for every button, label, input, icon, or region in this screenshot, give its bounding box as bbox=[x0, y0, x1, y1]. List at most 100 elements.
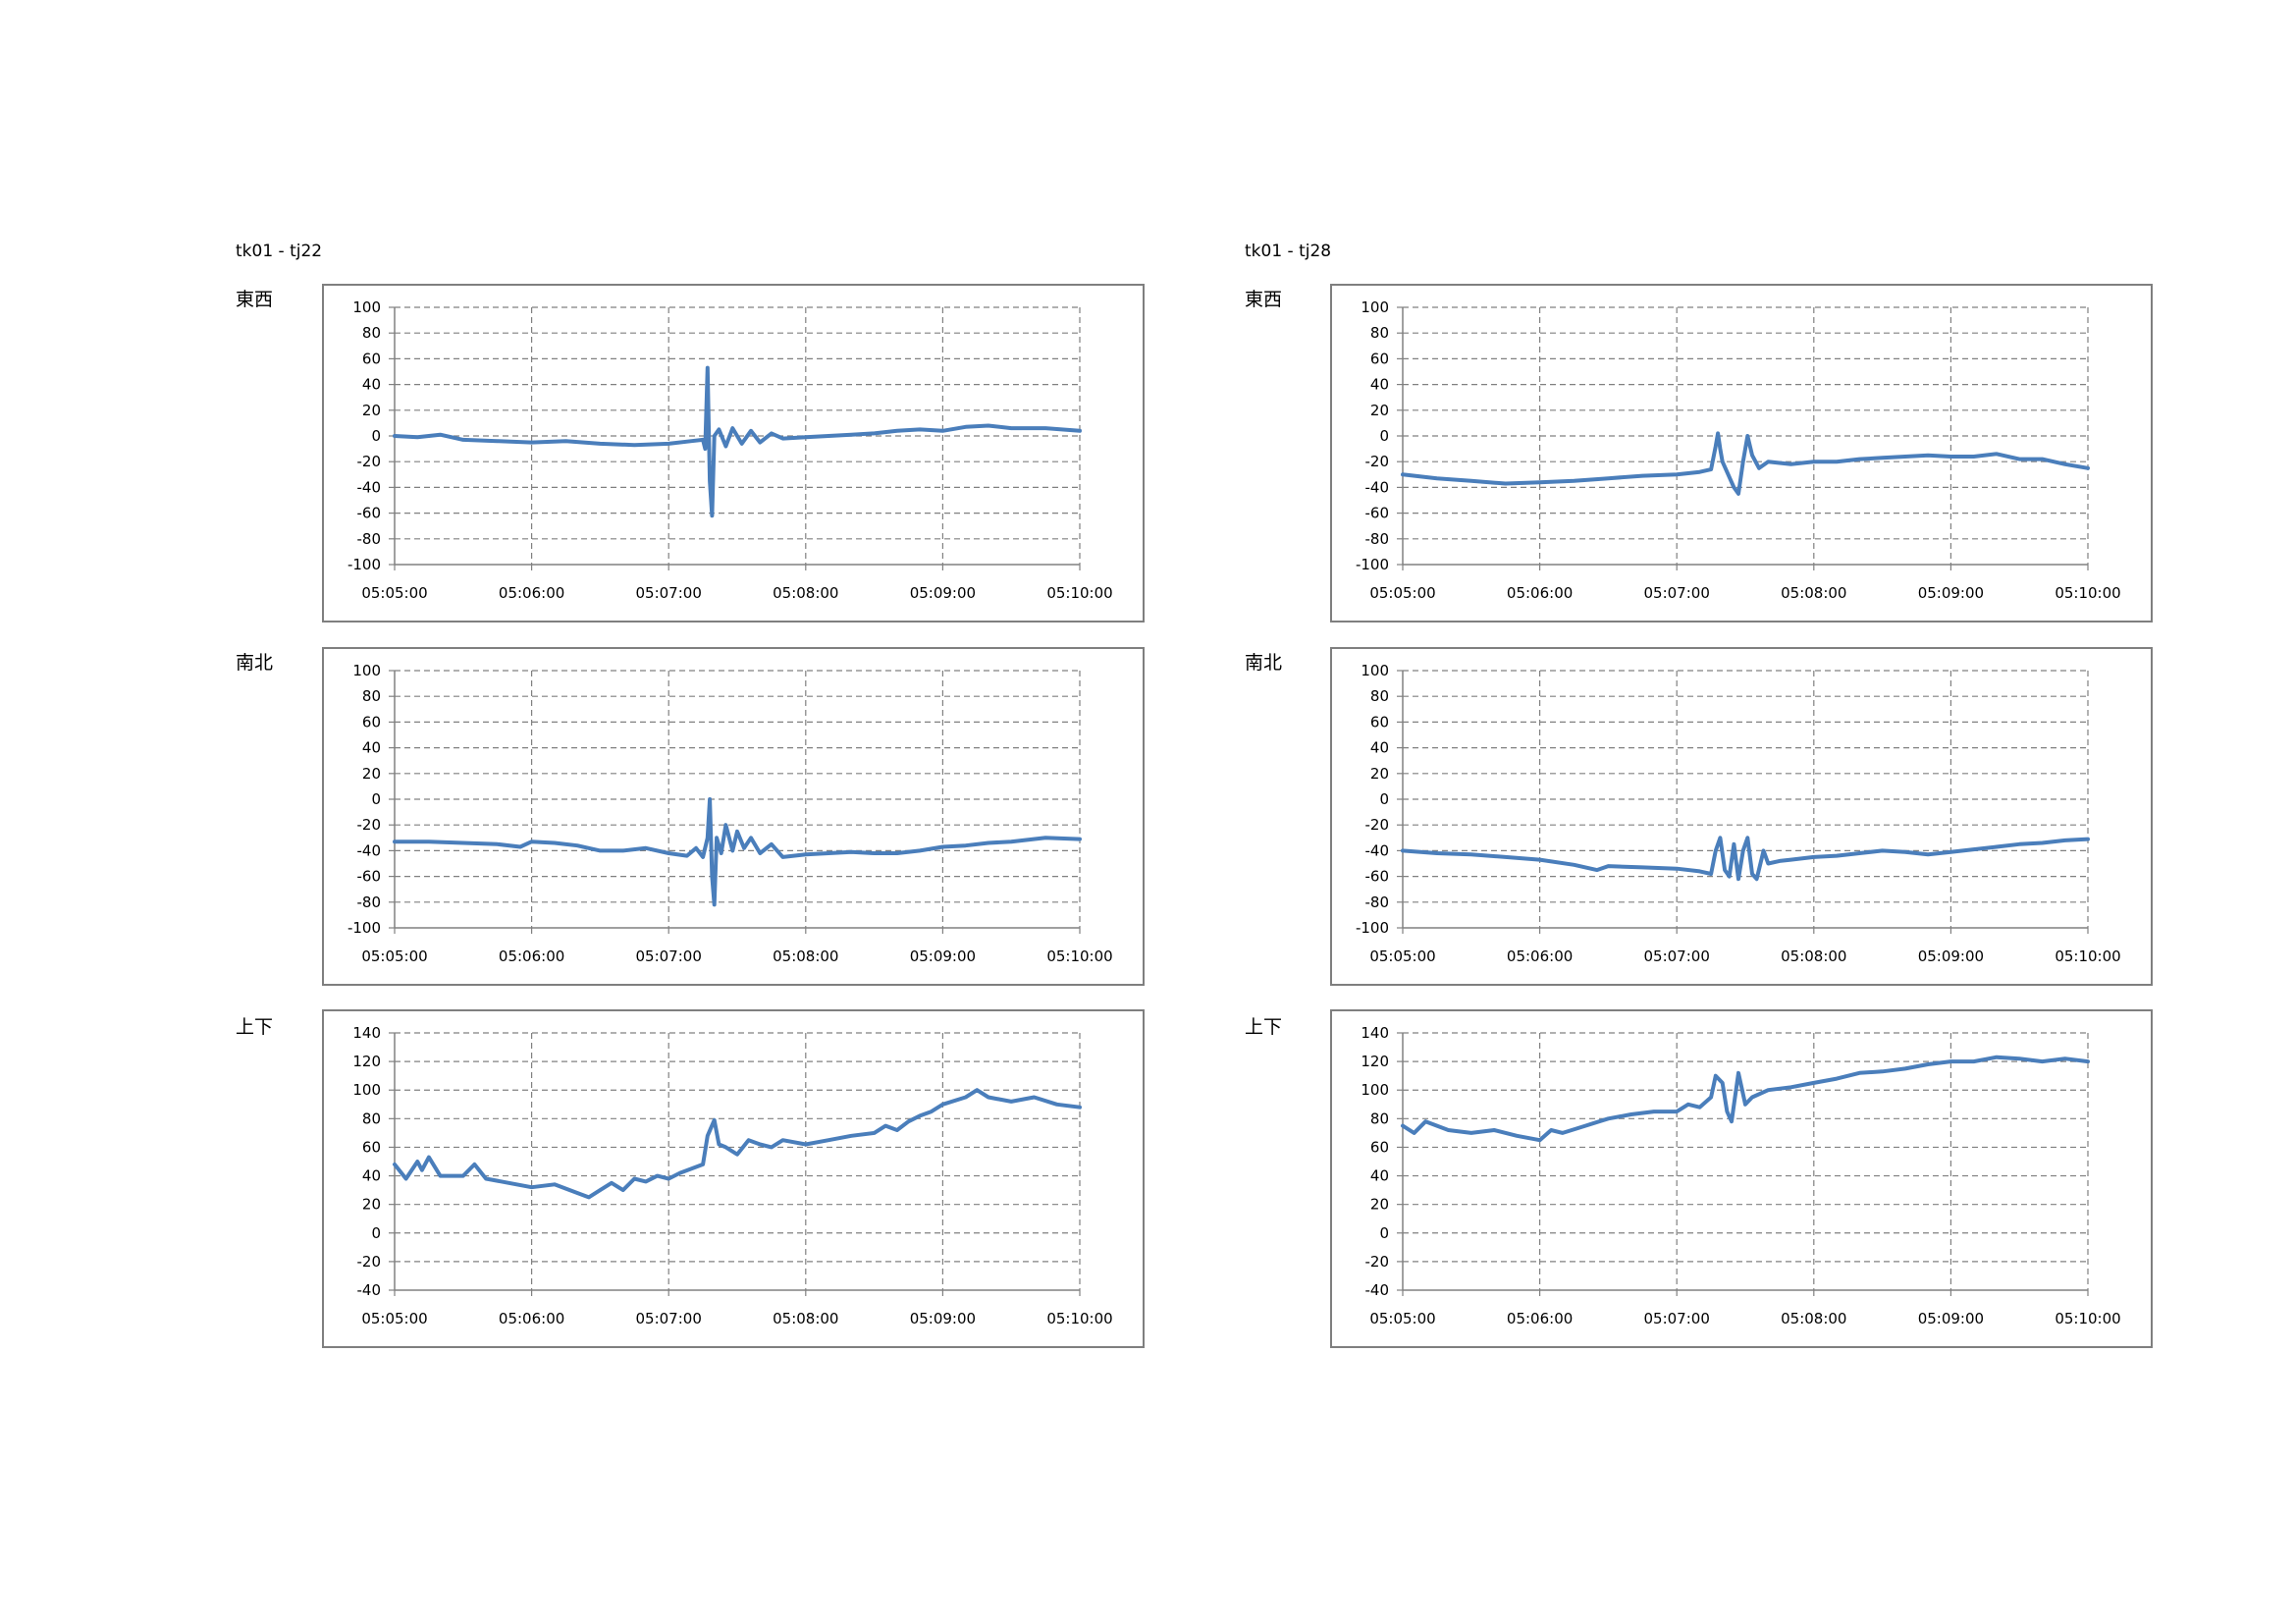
x-tick-label: 05:08:00 bbox=[1781, 947, 1846, 965]
x-tick-label: 05:06:00 bbox=[499, 1310, 564, 1327]
y-tick-label: 60 bbox=[362, 350, 381, 367]
x-tick-label: 05:06:00 bbox=[499, 947, 564, 965]
x-tick-label: 05:06:00 bbox=[1507, 584, 1573, 602]
y-tick-label: -20 bbox=[1365, 453, 1390, 470]
group-title-left: tk01 - tj22 bbox=[236, 242, 323, 261]
series-line bbox=[393, 1088, 1082, 1200]
y-tick-label: 80 bbox=[1370, 687, 1389, 705]
chart-ns-tj28: -100 -80 -60 -40 -20 0 20 40 60 80 100 05:05:00 05:0… bbox=[1330, 647, 2153, 986]
y-tick-label: 20 bbox=[1370, 402, 1389, 419]
y-tick-label: 80 bbox=[362, 324, 381, 342]
y-tick-label: 120 bbox=[1361, 1053, 1389, 1070]
x-tick-label: 05:08:00 bbox=[773, 947, 838, 965]
x-tick-label: 05:10:00 bbox=[1046, 584, 1112, 602]
x-tick-label: 05:09:00 bbox=[910, 1310, 976, 1327]
x-tick-label: 05:05:00 bbox=[361, 947, 427, 965]
x-tick-label: 05:08:00 bbox=[1781, 1310, 1846, 1327]
y-tick-label: 0 bbox=[371, 427, 381, 445]
chart-ew-tj28: -100 -80 -60 -40 -20 0 20 40 60 80 100 05:05:00 05:0… bbox=[1330, 284, 2153, 623]
chart-svg: -100 -80 -60 -40 -20 0 20 40 60 80 100 05:05:00 05:0… bbox=[347, 662, 1113, 965]
series-line bbox=[1401, 1055, 2090, 1143]
y-tick-label: 60 bbox=[1370, 350, 1389, 367]
y-tick-label: 0 bbox=[1379, 790, 1389, 808]
y-tick-label: 20 bbox=[1370, 765, 1389, 783]
y-tick-label: 0 bbox=[371, 1224, 381, 1242]
x-tick-label: 05:07:00 bbox=[1644, 1310, 1710, 1327]
chart-ns-tj22: -100 -80 -60 -40 -20 0 20 40 60 80 100 05:05:00 05:0… bbox=[322, 647, 1145, 986]
y-tick-label: -100 bbox=[347, 919, 381, 937]
series-line bbox=[1401, 836, 2090, 882]
y-tick-label: 80 bbox=[362, 1110, 381, 1127]
series-line bbox=[393, 365, 1082, 518]
y-tick-label: -40 bbox=[1365, 478, 1390, 496]
y-tick-label: -40 bbox=[357, 478, 382, 496]
y-tick-label: 40 bbox=[1370, 739, 1389, 757]
component-label-ew-right: 東西 bbox=[1245, 289, 1283, 310]
y-tick-label: 40 bbox=[362, 739, 381, 757]
chart-svg: -100 -80 -60 -40 -20 0 20 40 60 80 100 05:05:00 05:0… bbox=[1356, 662, 2121, 965]
chart-svg: -100 -80 -60 -40 -20 0 20 40 60 80 100 05:05:00 05:0… bbox=[347, 298, 1113, 602]
x-tick-label: 05:07:00 bbox=[1644, 947, 1710, 965]
y-tick-label: 80 bbox=[362, 687, 381, 705]
x-tick-label: 05:07:00 bbox=[1644, 584, 1710, 602]
y-tick-label: -80 bbox=[357, 530, 382, 548]
x-tick-label: 05:09:00 bbox=[1918, 947, 1984, 965]
x-tick-label: 05:07:00 bbox=[636, 1310, 702, 1327]
y-tick-label: 100 bbox=[1361, 662, 1389, 679]
y-tick-label: 60 bbox=[1370, 713, 1389, 731]
y-tick-label: -20 bbox=[1365, 816, 1390, 834]
y-tick-label: -100 bbox=[347, 556, 381, 573]
y-tick-label: 100 bbox=[352, 1081, 381, 1099]
x-tick-label: 05:09:00 bbox=[910, 584, 976, 602]
x-tick-label: 05:05:00 bbox=[361, 584, 427, 602]
x-tick-label: 05:08:00 bbox=[773, 584, 838, 602]
y-tick-label: -100 bbox=[1356, 556, 1389, 573]
y-tick-label: -20 bbox=[357, 1253, 382, 1271]
y-tick-label: 40 bbox=[362, 1167, 381, 1185]
x-tick-label: 05:07:00 bbox=[636, 947, 702, 965]
y-tick-label: 20 bbox=[362, 402, 381, 419]
y-tick-label: 20 bbox=[362, 1196, 381, 1214]
y-tick-label: -60 bbox=[357, 505, 382, 522]
group-title-right: tk01 - tj28 bbox=[1245, 242, 1332, 261]
y-tick-label: -20 bbox=[357, 816, 382, 834]
y-tick-label: -40 bbox=[1365, 1281, 1390, 1299]
x-tick-label: 05:10:00 bbox=[2055, 1310, 2120, 1327]
y-tick-label: -60 bbox=[1365, 505, 1390, 522]
component-label-ns-right: 南北 bbox=[1245, 652, 1283, 674]
x-tick-label: 05:06:00 bbox=[499, 584, 564, 602]
y-tick-label: -80 bbox=[357, 893, 382, 911]
y-tick-label: 0 bbox=[1379, 1224, 1389, 1242]
x-tick-label: 05:08:00 bbox=[773, 1310, 838, 1327]
chart-svg: -40 -20 0 20 40 60 80 100 120 140 05:05:00 05:06:00… bbox=[1361, 1024, 2120, 1327]
x-tick-label: 05:10:00 bbox=[2055, 947, 2120, 965]
y-tick-label: 60 bbox=[1370, 1138, 1389, 1156]
series-line bbox=[393, 797, 1082, 907]
component-label-ud-right: 上下 bbox=[1245, 1016, 1283, 1038]
x-tick-label: 05:06:00 bbox=[1507, 947, 1573, 965]
y-tick-label: 140 bbox=[352, 1024, 381, 1042]
y-tick-label: -60 bbox=[1365, 868, 1390, 886]
y-tick-label: 40 bbox=[1370, 1167, 1389, 1185]
x-tick-label: 05:06:00 bbox=[1507, 1310, 1573, 1327]
x-tick-label: 05:05:00 bbox=[1369, 584, 1435, 602]
y-tick-label: 60 bbox=[362, 1138, 381, 1156]
y-tick-label: -20 bbox=[1365, 1253, 1390, 1271]
x-tick-label: 05:10:00 bbox=[1046, 947, 1112, 965]
y-tick-label: -80 bbox=[1365, 530, 1390, 548]
y-tick-label: -60 bbox=[357, 868, 382, 886]
y-tick-label: 100 bbox=[1361, 298, 1389, 316]
x-tick-label: 05:05:00 bbox=[361, 1310, 427, 1327]
chart-ew-tj22: -100 -80 -60 -40 -20 0 20 40 60 80 100 05:05:00 05:0… bbox=[322, 284, 1145, 623]
y-tick-label: 120 bbox=[352, 1053, 381, 1070]
y-tick-label: 100 bbox=[352, 298, 381, 316]
y-tick-label: 100 bbox=[352, 662, 381, 679]
x-tick-label: 05:10:00 bbox=[1046, 1310, 1112, 1327]
x-tick-label: 05:05:00 bbox=[1369, 947, 1435, 965]
x-tick-label: 05:10:00 bbox=[2055, 584, 2120, 602]
y-tick-label: -80 bbox=[1365, 893, 1390, 911]
y-tick-label: -20 bbox=[357, 453, 382, 470]
component-label-ew-left: 東西 bbox=[236, 289, 274, 310]
y-tick-label: 0 bbox=[1379, 427, 1389, 445]
x-tick-label: 05:07:00 bbox=[636, 584, 702, 602]
